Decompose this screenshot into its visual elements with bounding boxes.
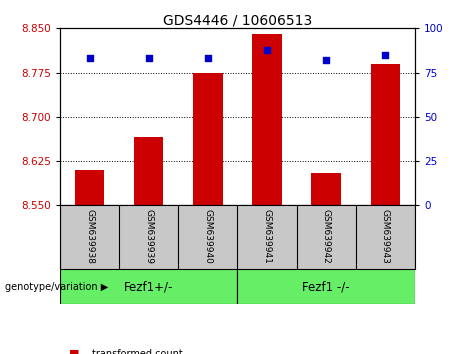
Text: GSM639941: GSM639941 [262,209,272,263]
Text: ■: ■ [69,349,80,354]
FancyBboxPatch shape [237,269,415,304]
Text: GSM639940: GSM639940 [203,209,213,263]
Point [145,56,152,61]
Text: GSM639943: GSM639943 [381,209,390,263]
Point [322,57,330,63]
Bar [75,170,104,205]
FancyBboxPatch shape [60,269,237,304]
Text: Fezf1 -/-: Fezf1 -/- [302,280,350,293]
Text: GSM639942: GSM639942 [322,209,331,263]
Point [86,56,93,61]
Point [204,56,212,61]
Bar [311,173,341,205]
Bar [193,73,223,205]
Text: transformed count: transformed count [92,349,183,354]
Text: Fezf1+/-: Fezf1+/- [124,280,173,293]
Bar [134,137,164,205]
Bar [252,34,282,205]
Title: GDS4446 / 10606513: GDS4446 / 10606513 [163,13,312,27]
Text: GSM639939: GSM639939 [144,209,153,263]
Bar [371,64,400,205]
Point [263,47,271,52]
Point [382,52,389,58]
Text: GSM639938: GSM639938 [85,209,94,263]
Text: genotype/variation ▶: genotype/variation ▶ [5,282,108,292]
